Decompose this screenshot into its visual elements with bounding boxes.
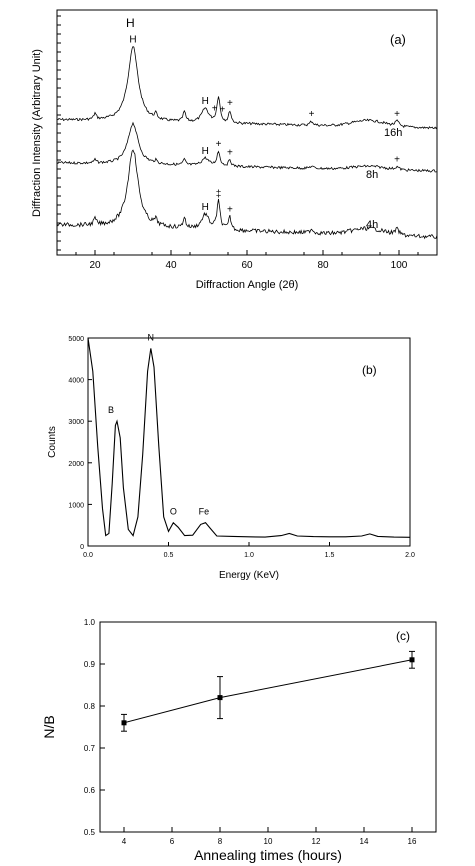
series-label-8h: 8h xyxy=(366,169,378,181)
panel-b-y-tick-label: 3000 xyxy=(68,419,84,426)
panel-b-x-tick-label: 1.5 xyxy=(325,552,335,559)
xrd-peak-marker: H xyxy=(129,34,136,45)
peak-label-B: B xyxy=(108,405,114,415)
panel-c-y-tick-label: 0.6 xyxy=(84,786,96,795)
panel-c-x-ticks: 4 6 8 10 12 14 16 xyxy=(122,827,417,846)
panel-b-tag: (b) xyxy=(362,363,377,377)
peak-label-O: O xyxy=(170,507,177,517)
panel-a-curves: HH+ +++ +H+++H‡+ xyxy=(56,34,438,240)
panel-c-data-points xyxy=(121,650,415,732)
peak-label-N: N xyxy=(148,332,155,342)
panel-a-frame xyxy=(56,9,438,256)
panel-b-y-tick-label: 5000 xyxy=(68,336,84,343)
panel-b-spectrum-line xyxy=(87,337,411,538)
xrd-series-8h-line xyxy=(56,121,438,173)
panel-b-x-tick-label: 1.0 xyxy=(244,552,254,559)
xrd-peak-marker: ‡ xyxy=(216,189,222,200)
data-point xyxy=(217,695,223,701)
panel-c-x-axis-label: Annealing times (hours) xyxy=(194,847,342,863)
panel-a-y-ticks xyxy=(57,15,61,251)
xrd-peak-marker: + xyxy=(227,147,233,158)
panel-c-trend-line xyxy=(123,659,413,724)
xrd-peak-marker: + xyxy=(394,109,400,120)
panel-a-x-ticks: 20 40 60 80 100 xyxy=(75,250,419,271)
panel-c-x-tick-label: 16 xyxy=(408,837,417,846)
panel-c-y-tick-label: 0.8 xyxy=(84,702,96,711)
data-point xyxy=(409,657,415,663)
panel-b-y-tick-label: 2000 xyxy=(68,461,84,468)
xrd-peak-marker: + xyxy=(227,98,233,109)
panel-a-top-peak-label: H xyxy=(126,16,135,30)
panel-c-frame xyxy=(99,621,437,833)
panel-b-y-tick-label: 1000 xyxy=(68,502,84,509)
xrd-peak-marker: + xyxy=(212,103,218,114)
panel-c-y-tick-label: 0.9 xyxy=(84,660,96,669)
panel-c-x-tick-label: 8 xyxy=(218,837,223,846)
panel-c-x-tick-label: 10 xyxy=(264,837,273,846)
panel-c-y-tick-label: 1.0 xyxy=(84,618,96,627)
panel-a-x-tick-label: 80 xyxy=(317,260,329,271)
panel-c-y-axis-label: N/B xyxy=(41,715,57,738)
series-label-4h: 4h xyxy=(366,219,378,231)
panel-b-eds: 0 1000 2000 3000 4000 5000 0.0 0.5 1.0 1.5 2.0 B N… xyxy=(47,332,415,581)
xrd-peak-marker: H xyxy=(202,96,209,107)
xrd-peak-marker: H xyxy=(202,146,209,157)
panel-b-x-tick-label: 0.5 xyxy=(164,552,174,559)
xrd-peak-marker: + xyxy=(216,139,222,150)
panel-a-y-axis-label: Diffraction Intensity (Arbitrary Unit) xyxy=(31,49,43,217)
xrd-peak-marker: + xyxy=(309,109,315,120)
xrd-series-4h-line xyxy=(56,149,438,240)
panel-c-tag: (c) xyxy=(396,629,410,643)
panel-c-nb-ratio: 0.5 0.6 0.7 0.8 0.9 1.0 4 6 8 10 12 14 16 (c) Annea… xyxy=(41,618,437,863)
panel-b-x-tick-label: 2.0 xyxy=(405,552,415,559)
panel-b-y-tick-label: 0 xyxy=(80,544,84,551)
panel-c-y-tick-label: 0.7 xyxy=(84,744,96,753)
peak-label-Fe: Fe xyxy=(199,507,210,517)
panel-b-x-tick-label: 0.0 xyxy=(83,552,93,559)
panel-b-y-tick-label: 4000 xyxy=(68,378,84,385)
panel-b-x-axis-label: Energy (KeV) xyxy=(219,570,279,581)
panel-b-peak-labels: B N O Fe xyxy=(108,332,209,516)
panel-b-y-ticks: 0 1000 2000 3000 4000 5000 xyxy=(68,336,92,551)
xrd-series-16h-line xyxy=(56,46,438,130)
xrd-peak-marker: + xyxy=(219,105,225,116)
xrd-peak-marker: H xyxy=(202,202,209,213)
data-point xyxy=(121,720,127,726)
panel-c-y-ticks: 0.5 0.6 0.7 0.8 0.9 1.0 xyxy=(84,618,105,837)
panel-b-x-ticks: 0.0 0.5 1.0 1.5 2.0 xyxy=(83,542,415,559)
panel-c-x-tick-label: 4 xyxy=(122,837,127,846)
panel-b-y-axis-label: Counts xyxy=(47,426,58,458)
panel-a-x-axis-label: Diffraction Angle (2θ) xyxy=(196,279,299,291)
panel-a-x-tick-label: 100 xyxy=(391,260,408,271)
panel-c-x-tick-label: 12 xyxy=(312,837,321,846)
panel-c-x-tick-label: 6 xyxy=(170,837,175,846)
series-label-16h: 16h xyxy=(384,127,402,139)
xrd-peak-marker: + xyxy=(227,204,233,215)
panel-c-x-tick-label: 14 xyxy=(360,837,369,846)
panel-a-tag: (a) xyxy=(390,32,406,47)
xrd-peak-marker: + xyxy=(394,155,400,166)
panel-c-y-tick-label: 0.5 xyxy=(84,828,96,837)
panel-a-x-tick-label: 20 xyxy=(89,260,101,271)
panel-a-x-tick-label: 40 xyxy=(165,260,177,271)
panel-a-x-tick-label: 60 xyxy=(241,260,253,271)
panel-a-xrd: HH+ +++ +H+++H‡+ 20 40 60 80 100 (a) H 16h 8h … xyxy=(31,9,438,291)
